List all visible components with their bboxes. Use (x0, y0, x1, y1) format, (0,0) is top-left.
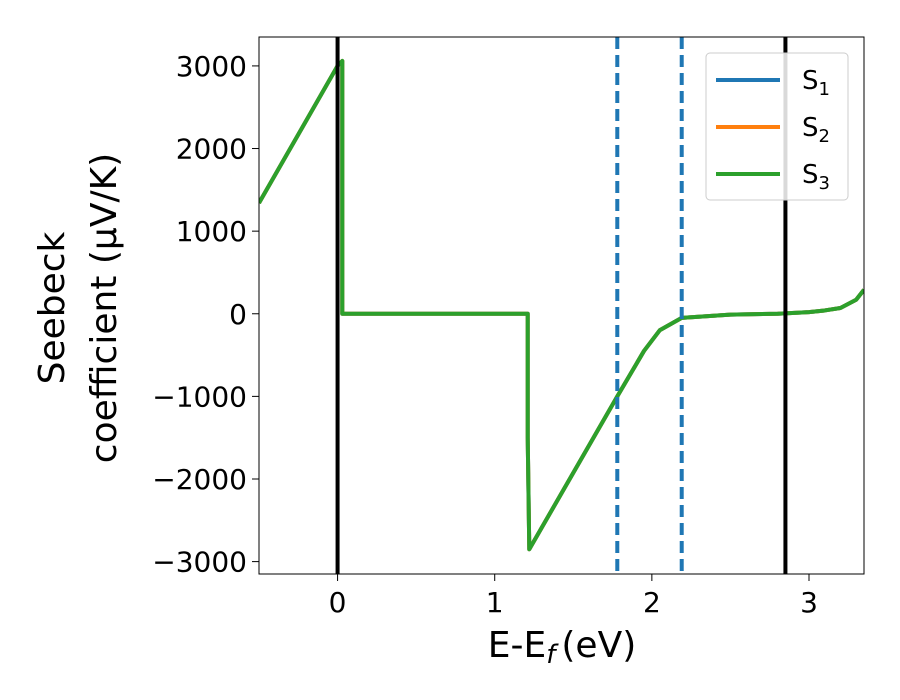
x-axis-label-main: E-E (488, 625, 546, 666)
legend-label-sub: 3 (819, 173, 830, 194)
legend-label-main: S (802, 66, 819, 96)
y-tick-label: 0 (229, 298, 247, 331)
y-tick-label: −3000 (152, 546, 247, 579)
y-axis-ticks: 3000 2000 1000 0 −1000 −2000 −3000 (152, 50, 259, 579)
x-axis-label: E-Ef (eV) (488, 625, 637, 670)
legend-label-s2: S2 (802, 113, 830, 147)
x-axis-label-unit: (eV) (561, 625, 636, 666)
y-axis-label-line1: Seebeck (32, 231, 73, 384)
legend-label-s1: S1 (802, 66, 830, 100)
legend-label-main: S (802, 113, 819, 143)
axes-frame (258, 36, 865, 575)
y-tick-label: −1000 (152, 380, 247, 413)
x-tick-label: 2 (643, 586, 661, 619)
legend-label-sub: 2 (819, 126, 830, 147)
y-tick-label: 3000 (176, 50, 247, 83)
y-axis-label-line2: coefficient (μV/K) (84, 153, 125, 463)
x-tick-label: 3 (800, 586, 818, 619)
legend-label-sub: 1 (819, 79, 830, 100)
y-tick-label: 1000 (176, 215, 247, 248)
x-axis-ticks: 0 1 2 3 (329, 574, 818, 619)
x-tick-label: 0 (329, 586, 347, 619)
plot-area (259, 37, 864, 574)
y-tick-label: −2000 (152, 463, 247, 496)
y-axis-label: Seebeck coefficient (μV/K) (32, 153, 125, 463)
series-line-s3 (259, 58, 864, 552)
legend-label-s3: S3 (802, 160, 830, 194)
x-tick-label: 1 (486, 586, 504, 619)
y-tick-label: 2000 (176, 133, 247, 166)
legend-label-main: S (802, 160, 819, 190)
